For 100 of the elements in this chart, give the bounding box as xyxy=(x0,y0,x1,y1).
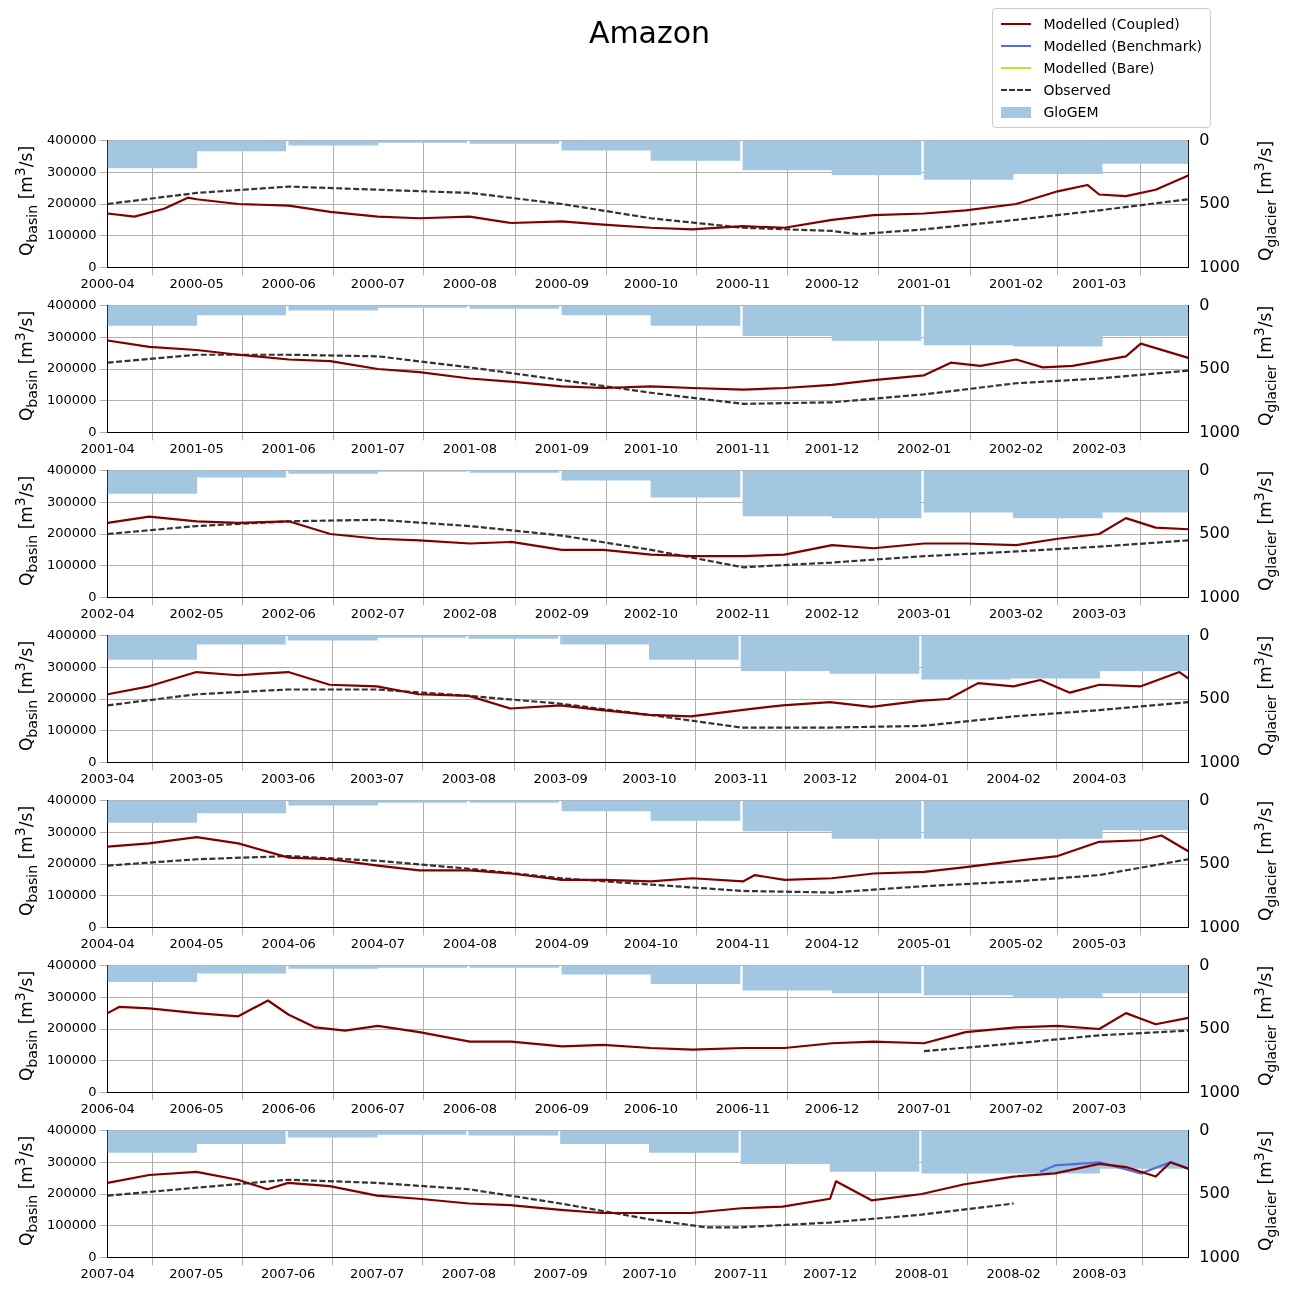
x-tick-label: 2006-09 xyxy=(534,1100,590,1116)
bar xyxy=(468,1130,559,1136)
y-tick-label: 200000 xyxy=(46,690,97,706)
x-tick-label: 2000-10 xyxy=(623,275,679,291)
x-tick-label: 2002-03 xyxy=(1072,440,1127,456)
x-tick-label: 2000-07 xyxy=(350,275,405,291)
line-series xyxy=(922,1029,1189,1053)
x-tick-label: 2006-12 xyxy=(804,1100,860,1116)
x-tick-label: 2000-09 xyxy=(534,275,590,291)
x-tick-label: 2002-07 xyxy=(350,605,405,621)
legend-label: Observed xyxy=(1043,82,1111,98)
x-tick-label: 2003-09 xyxy=(533,770,588,786)
y-tick-label: 300000 xyxy=(46,658,97,674)
y2-tick-label: 500 xyxy=(1199,358,1230,378)
x-tick-label: 2007-12 xyxy=(802,1265,858,1281)
x-tick-label: 2007-09 xyxy=(533,1265,588,1281)
x-tick-label: 2001-02 xyxy=(988,275,1044,291)
y-tick-label: 400000 xyxy=(46,461,97,477)
x-tick-label: 2001-11 xyxy=(715,440,771,456)
y-tick-label: 0 xyxy=(88,258,97,274)
x-tick-label: 2008-02 xyxy=(986,1265,1041,1281)
y2-tick-label: 1000 xyxy=(1199,421,1240,441)
x-tick-label: 2004-09 xyxy=(534,935,590,951)
y-tick-label: 0 xyxy=(88,1248,97,1264)
x-tick-label: 2004-05 xyxy=(169,935,224,951)
x-tick-label: 2007-06 xyxy=(261,1265,316,1281)
x-tick-label: 2005-03 xyxy=(1072,935,1127,951)
x-tick-label: 2003-08 xyxy=(441,770,496,786)
x-tick-label: 2004-04 xyxy=(80,935,135,951)
y2-tick-label: 1000 xyxy=(1199,1246,1240,1266)
x-tick-label: 2007-08 xyxy=(441,1265,496,1281)
x-tick-label: 2003-11 xyxy=(714,770,769,786)
x-tick-label: 2002-04 xyxy=(80,605,135,621)
line-series xyxy=(107,1178,1015,1229)
x-tick-label: 2007-01 xyxy=(896,1100,952,1116)
y-tick-label: 0 xyxy=(88,1083,97,1099)
x-tick-label: 2007-10 xyxy=(622,1265,677,1281)
x-tick-label: 2003-12 xyxy=(802,770,858,786)
x-tick-label: 2007-11 xyxy=(714,1265,769,1281)
legend-label: GloGEM xyxy=(1043,104,1099,120)
x-tick-label: 2000-08 xyxy=(442,275,497,291)
y-tick-label: 400000 xyxy=(46,956,97,972)
x-tick-label: 2002-12 xyxy=(804,605,860,621)
x-tick-label: 2003-02 xyxy=(988,605,1044,621)
x-tick-label: 2003-04 xyxy=(80,770,135,786)
x-tick-label: 2001-12 xyxy=(804,440,860,456)
x-tick-label: 2001-07 xyxy=(350,440,405,456)
y2-tick-label: 500 xyxy=(1199,193,1230,213)
x-tick-label: 2008-01 xyxy=(894,1265,949,1281)
x-tick-label: 2001-05 xyxy=(169,440,224,456)
y-tick-label: 300000 xyxy=(46,493,97,509)
x-tick-label: 2004-07 xyxy=(350,935,405,951)
x-tick-label: 2003-01 xyxy=(896,605,952,621)
y-tick-label: 200000 xyxy=(46,360,97,376)
y-tick-label: 0 xyxy=(88,918,97,934)
bar xyxy=(469,140,560,144)
x-tick-label: 2004-10 xyxy=(623,935,679,951)
x-tick-label: 2003-06 xyxy=(261,770,316,786)
x-tick-label: 2005-01 xyxy=(896,935,952,951)
x-tick-label: 2002-08 xyxy=(442,605,497,621)
x-tick-label: 2001-06 xyxy=(261,440,316,456)
x-tick-label: 2001-01 xyxy=(896,275,952,291)
y-tick-label: 100000 xyxy=(46,722,97,738)
x-tick-label: 2008-03 xyxy=(1072,1265,1127,1281)
chart-title: Amazon xyxy=(588,15,711,50)
y2-tick-label: 0 xyxy=(1199,624,1210,644)
y2-tick-label: 1000 xyxy=(1199,1081,1240,1101)
x-tick-label: 2000-11 xyxy=(715,275,771,291)
legend-label: Modelled (Coupled) xyxy=(1043,16,1180,32)
y2-tick-label: 500 xyxy=(1199,853,1230,873)
y-tick-label: 400000 xyxy=(46,296,97,312)
x-tick-label: 2003-07 xyxy=(349,770,405,786)
x-tick-label: 2007-05 xyxy=(169,1265,224,1281)
bar xyxy=(468,635,559,639)
y-tick-label: 300000 xyxy=(46,163,97,179)
x-tick-label: 2000-04 xyxy=(80,275,135,291)
x-tick-label: 2000-06 xyxy=(261,275,316,291)
x-tick-label: 2002-10 xyxy=(623,605,679,621)
y2-tick-label: 0 xyxy=(1199,1119,1210,1139)
y-tick-label: 200000 xyxy=(46,855,97,871)
y-tick-label: 200000 xyxy=(46,525,97,541)
x-tick-label: 2004-02 xyxy=(986,770,1041,786)
x-tick-label: 2007-02 xyxy=(988,1100,1044,1116)
y-tick-label: 300000 xyxy=(46,988,97,1004)
y-tick-label: 100000 xyxy=(46,887,97,903)
x-tick-label: 2004-12 xyxy=(804,935,860,951)
y2-tick-label: 1000 xyxy=(1199,916,1240,936)
y2-tick-label: 0 xyxy=(1199,954,1210,974)
x-tick-label: 2002-11 xyxy=(715,605,771,621)
x-tick-label: 2002-09 xyxy=(534,605,590,621)
x-tick-label: 2001-04 xyxy=(80,440,135,456)
legend-label: Modelled (Bare) xyxy=(1043,60,1155,76)
y2-tick-label: 500 xyxy=(1199,688,1230,708)
y-tick-label: 100000 xyxy=(46,1217,97,1233)
y2-tick-label: 1000 xyxy=(1199,256,1240,276)
y-tick-label: 300000 xyxy=(46,823,97,839)
y-tick-label: 200000 xyxy=(46,195,97,211)
x-tick-label: 2004-01 xyxy=(894,770,949,786)
bar xyxy=(469,305,560,309)
x-tick-label: 2002-05 xyxy=(169,605,224,621)
